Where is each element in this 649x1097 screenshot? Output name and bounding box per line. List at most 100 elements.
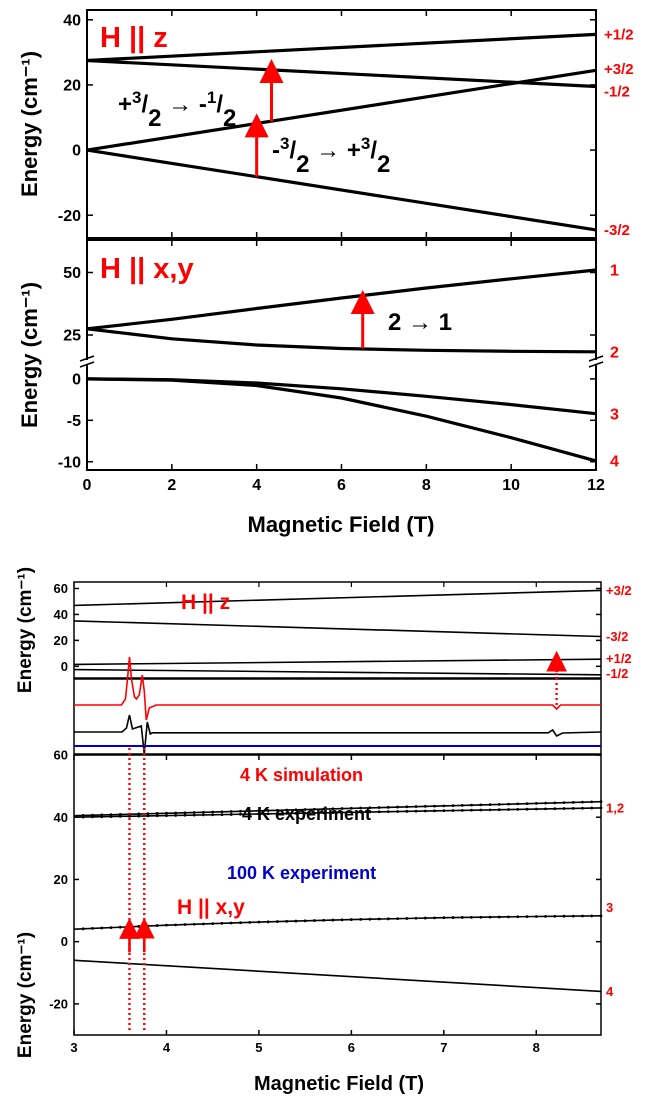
chart5-level-label-2: 4 bbox=[606, 984, 614, 999]
chart5-ytick-label-1: 0 bbox=[61, 934, 68, 949]
chart5-series-0-marker bbox=[562, 801, 566, 805]
chart2-series-1 bbox=[86, 327, 597, 354]
chart5-series-1-marker bbox=[109, 815, 113, 818]
chart5-series-2-marker bbox=[544, 914, 547, 918]
chart5-series-2-marker bbox=[497, 915, 501, 919]
chart5-series-1-marker bbox=[322, 811, 326, 815]
chart1-level-labels: +1/2 +3/2 -1/2 -3/2 bbox=[604, 27, 634, 239]
chart5-series-2-marker bbox=[192, 922, 196, 926]
chart5-series-0-marker bbox=[470, 803, 473, 807]
spectrum-legend-sim: 4 K simulation bbox=[240, 765, 363, 785]
chart5-series-2-marker bbox=[571, 914, 575, 918]
chart5-ylabel: Energy (cm⁻¹) bbox=[15, 932, 36, 1058]
resonance-markers bbox=[119, 650, 568, 1030]
chart2-series-2 bbox=[86, 377, 597, 416]
chart5-xtick-label-2: 5 bbox=[255, 1040, 262, 1055]
chart2-xtick-label-3: 6 bbox=[337, 477, 346, 494]
chart5-level-label-1: 3 bbox=[606, 900, 613, 915]
chart5-series-2-marker bbox=[81, 927, 85, 931]
chart5-level-label-0: 1,2 bbox=[606, 800, 624, 815]
chart1-ytick-label-0: -20 bbox=[58, 208, 81, 225]
chart5-series-lines bbox=[73, 800, 603, 993]
chart5-series-2-marker bbox=[581, 914, 584, 918]
chart2-ticks: 25 50 -10 -5 0 0 2 4 6 8 10 12 bbox=[58, 240, 605, 494]
chart2-series-lines bbox=[86, 268, 597, 463]
chart5-series-1-marker bbox=[174, 814, 178, 817]
chart5-series-0-marker bbox=[312, 807, 316, 811]
chart3-ticks: 0 20 40 60 bbox=[54, 581, 601, 674]
chart2-level-labels: 1 2 3 4 bbox=[610, 263, 619, 471]
chart1-series-2 bbox=[86, 68, 597, 152]
chart2-ylabel: Energy (cm⁻¹) bbox=[17, 282, 42, 428]
chart5-series-1-marker bbox=[368, 810, 372, 814]
chart1-ytick-label-2: 20 bbox=[63, 78, 81, 95]
chart5-series-0-marker bbox=[386, 805, 390, 809]
chart5-series-2-marker bbox=[386, 917, 390, 921]
chart2-level-label-3: 4 bbox=[610, 453, 619, 470]
chart5-series-2-marker bbox=[100, 926, 104, 930]
chart5-series-0-marker bbox=[433, 804, 436, 808]
chart5-series-2-marker bbox=[118, 925, 122, 929]
chart5-series-2-marker bbox=[470, 915, 473, 919]
chart5-series-1-marker bbox=[303, 811, 307, 815]
chart1-ytick-label-1: 0 bbox=[72, 143, 81, 160]
chart5-series-0-marker bbox=[257, 809, 261, 813]
chart5-series-0-marker bbox=[507, 802, 510, 806]
chart5-ytick-label-3: 40 bbox=[54, 810, 68, 825]
chart2-upper-ytick-label-0: 25 bbox=[63, 328, 81, 345]
chart5-series-2-marker bbox=[266, 920, 270, 924]
chart5-series-1-marker bbox=[470, 808, 473, 812]
chart5-series-2 bbox=[73, 915, 602, 930]
chart1-level-label-3: -3/2 bbox=[604, 222, 630, 239]
chart5-series-1-marker bbox=[128, 814, 131, 818]
chart5-series-0-marker bbox=[525, 802, 529, 806]
chart2-lower-ytick-label-1: -5 bbox=[67, 413, 81, 430]
chart1-level-label-1: +3/2 bbox=[604, 61, 634, 78]
chart5-series-0-marker bbox=[442, 804, 446, 808]
chart5-series-0-marker bbox=[202, 810, 205, 814]
chart5-series-2-marker bbox=[340, 918, 344, 922]
chart5-series-2-marker bbox=[183, 923, 187, 926]
chart5-series-2-marker bbox=[405, 917, 409, 920]
chart5-series-1-marker bbox=[544, 807, 547, 811]
chart5-series-1-marker bbox=[553, 807, 557, 811]
chart5-series-2-marker bbox=[349, 918, 353, 921]
chart5-series-1-marker bbox=[229, 813, 233, 816]
chart5-series-1-marker bbox=[100, 815, 104, 819]
chart5-series-2-marker bbox=[534, 915, 538, 918]
chart5-series-0-marker bbox=[174, 811, 178, 815]
chart5-series-0-marker bbox=[294, 808, 298, 812]
chart5-series-1-marker bbox=[91, 815, 94, 819]
chart5-series-2-marker bbox=[312, 919, 316, 922]
chart5-series-2-marker bbox=[155, 924, 159, 927]
chart5-series-0-marker bbox=[322, 807, 326, 811]
chart5-series-0-marker bbox=[183, 811, 187, 815]
chart1-level-label-2: -1/2 bbox=[604, 84, 630, 101]
chart5-series-1-marker bbox=[155, 814, 159, 818]
chart5-series-2-marker bbox=[276, 920, 279, 923]
chart5-series-1-marker bbox=[81, 815, 85, 819]
chart5-series-0-marker bbox=[460, 803, 464, 807]
chart5-series-1-marker bbox=[359, 810, 363, 814]
chart2-level-label-0: 1 bbox=[610, 263, 619, 280]
chart5-series-1-marker bbox=[266, 812, 270, 816]
chart2-upper-ytick-label-1: 50 bbox=[63, 265, 81, 282]
spectrum-experiment bbox=[74, 714, 602, 755]
chart5-xtick-label-4: 7 bbox=[440, 1040, 447, 1055]
chart5-series-2-marker bbox=[451, 916, 455, 919]
chart5-series-2-marker bbox=[507, 915, 510, 919]
spectrum-legend-100k: 100 K experiment bbox=[227, 863, 376, 883]
chart5-series-2-marker bbox=[137, 924, 141, 928]
chart5-series-0-marker bbox=[396, 805, 399, 809]
chart5-series-0-marker bbox=[276, 808, 279, 812]
chart5-series-1-marker bbox=[257, 812, 261, 816]
chart5-series-0-marker bbox=[349, 806, 353, 810]
chart5-series-2-marker bbox=[248, 920, 252, 924]
chart5-series-2-marker bbox=[128, 925, 131, 929]
chart5-series-1-marker bbox=[239, 812, 242, 816]
chart5-series-2-marker bbox=[303, 919, 307, 923]
chart5-series-0-marker bbox=[220, 810, 224, 814]
chart3-ytick-label-0: 0 bbox=[61, 659, 68, 674]
chart5-series-1-marker bbox=[423, 809, 427, 813]
chart3-ytick-label-3: 60 bbox=[54, 581, 68, 596]
